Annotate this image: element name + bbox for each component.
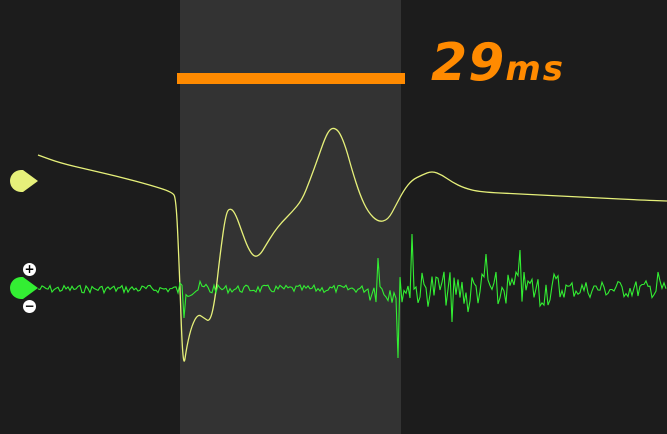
drop-handle-icon [10, 277, 38, 299]
green-channel-handle[interactable] [9, 276, 39, 300]
duration-readout: 29ms [431, 28, 565, 104]
zoom-out-button[interactable]: − [23, 299, 36, 313]
duration-unit: ms [505, 49, 566, 89]
drop-handle-icon [10, 170, 38, 192]
zoom-in-button[interactable]: + [23, 262, 36, 276]
duration-value: 29 [431, 33, 506, 93]
duration-bar [177, 73, 405, 84]
yellow-trace [37, 127, 667, 362]
selected-time-region[interactable] [180, 0, 401, 434]
green-trace [37, 233, 667, 359]
yellow-channel-handle[interactable] [9, 169, 39, 193]
